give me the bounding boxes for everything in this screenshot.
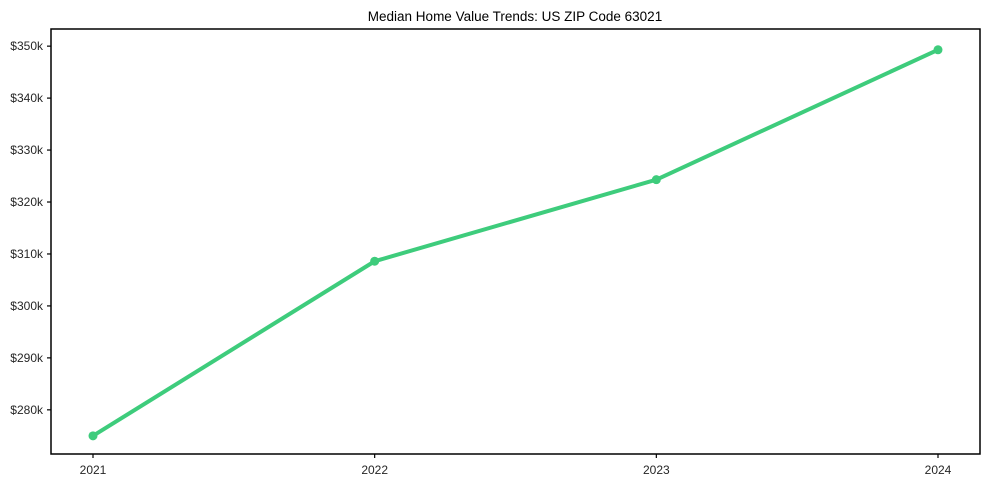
data-point-marker — [88, 431, 98, 441]
x-axis-tick-label: 2023 — [643, 463, 670, 477]
data-line — [91, 47, 940, 438]
y-axis-tick-label: $350k — [10, 39, 44, 53]
plot-area: $280k $290k $300k $310k $320k $330k $340k $350k… — [10, 28, 981, 477]
y-axis-tick-label: $340k — [10, 91, 44, 105]
plot-border — [50, 28, 981, 455]
x-axis-tick-label: 2024 — [925, 463, 952, 477]
data-point-marker — [370, 256, 380, 266]
x-axis-tick-label: 2021 — [80, 463, 107, 477]
y-axis-tick-label: $300k — [10, 299, 44, 313]
y-axis-tick-label: $320k — [10, 195, 44, 209]
chart-title: Median Home Value Trends: US ZIP Code 63… — [368, 9, 662, 24]
y-axis-tick-label: $290k — [10, 351, 44, 365]
y-axis-tick-label: $280k — [10, 403, 44, 417]
x-axis-tick-label: 2022 — [361, 463, 388, 477]
y-axis-tick-label: $330k — [10, 143, 44, 157]
data-point-marker — [651, 175, 661, 185]
y-axis-tick-label: $310k — [10, 247, 44, 261]
data-point-marker — [933, 45, 943, 55]
